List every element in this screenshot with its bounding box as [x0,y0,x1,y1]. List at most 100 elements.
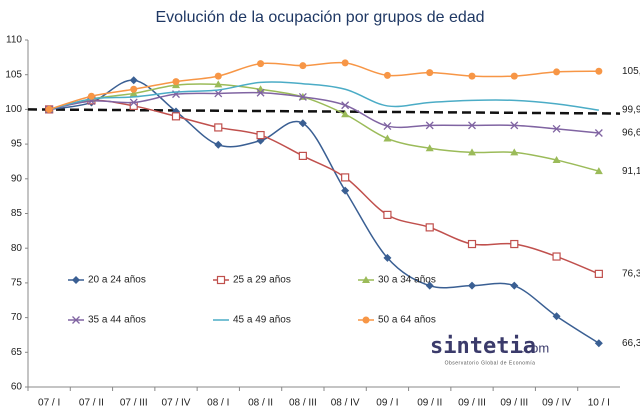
y-tick-label: 110 [6,35,22,46]
x-tick-label: 07 / IV [162,398,191,409]
x-tick-label: 07 / III [120,398,148,409]
data-point [552,312,561,321]
data-point [299,62,307,70]
x-tick-label: 08 / IV [331,398,360,409]
x-tick-label: 08 / I [207,398,229,409]
data-point [425,121,434,130]
x-tick-label: 08 / III [289,398,317,409]
data-point [298,151,307,160]
y-tick-label: 100 [5,104,22,115]
data-point [171,112,181,121]
end-label: 105,5 [622,66,640,77]
data-point [510,148,519,156]
data-point [510,121,519,130]
data-point [594,269,603,278]
y-tick-label: 95 [11,139,23,150]
data-point [129,76,138,85]
legend-label: 50 a 64 años [378,315,436,326]
x-tick-label: 08 / II [248,398,273,409]
y-tick-label: 70 [11,312,23,323]
y-tick-label: 65 [11,347,23,358]
data-point [510,239,519,249]
data-point [45,105,53,113]
chart-title: Evolución de la ocupación por grupos de … [155,9,484,26]
x-tick-label: 09 / II [417,398,442,409]
series-line [49,79,600,344]
x-tick-label: 07 / I [38,398,60,409]
end-label: 99,9 [622,105,640,116]
data-point [383,122,392,131]
data-point [468,148,476,156]
reference-line [27,108,621,115]
series-line [48,83,600,172]
legend-label: 20 a 24 años [88,275,146,286]
data-point [214,89,223,98]
data-point [129,89,138,97]
data-point [341,59,349,67]
data-point [594,167,603,175]
data-point [256,130,265,140]
legend-label: 45 a 49 años [233,315,291,326]
data-point [594,129,603,137]
data-point [87,92,95,100]
data-point [298,119,307,128]
data-point [594,339,603,348]
end-label: 66,3 [622,338,640,349]
legend-marker [72,276,80,284]
data-point [425,281,434,290]
y-tick-label: 80 [11,243,23,254]
data-point [172,78,180,86]
legend-marker [72,316,80,324]
end-label: 91,1 [622,166,640,177]
data-point [129,98,138,107]
y-tick-label: 90 [11,173,23,184]
y-tick-label: 105 [5,69,22,80]
data-point [383,210,392,219]
legend-label: 35 a 44 años [88,315,146,326]
y-tick-label: 85 [11,208,23,219]
x-tick-label: 09 / I [376,398,398,409]
data-point [552,156,561,164]
data-point [341,101,350,110]
y-tick-label: 60 [11,382,23,393]
watermark-name: sintetia [430,334,536,359]
data-point [341,110,350,118]
data-point [467,239,477,249]
watermark-domain: .com [521,340,549,355]
data-point [552,124,561,133]
data-point [341,173,350,182]
data-point [257,60,265,68]
x-tick-label: 09 / III [500,398,528,409]
data-point [214,80,223,88]
end-label: 76,3 [622,269,640,280]
data-point [214,123,223,132]
x-tick-label: 09 / IV [542,398,571,409]
watermark-tagline: Observatorio Global de Economía [445,360,536,366]
legend-marker [362,316,370,324]
data-point [468,121,476,130]
series-line [48,81,599,111]
legend-marker [362,276,370,283]
data-point [510,281,519,290]
data-point [552,252,561,261]
data-point [130,85,138,93]
y-tick-label: 75 [11,278,23,289]
data-point [383,71,391,79]
data-point [256,88,265,97]
data-point [129,101,138,111]
data-point [214,72,222,80]
x-tick-label: 10 / I [588,398,610,409]
data-point [425,223,434,232]
data-point [298,92,307,101]
data-point [468,281,476,290]
series-line [48,61,599,111]
data-point [510,72,518,80]
x-tick-label: 09 / III [458,398,486,409]
end-label: 96,6 [622,128,640,139]
data-point [425,144,434,152]
legend-marker [216,275,226,285]
legend-label: 25 a 29 años [233,275,291,286]
series-line [48,91,599,134]
legend-label: 30 a 34 años [378,275,436,286]
data-point [383,253,392,262]
